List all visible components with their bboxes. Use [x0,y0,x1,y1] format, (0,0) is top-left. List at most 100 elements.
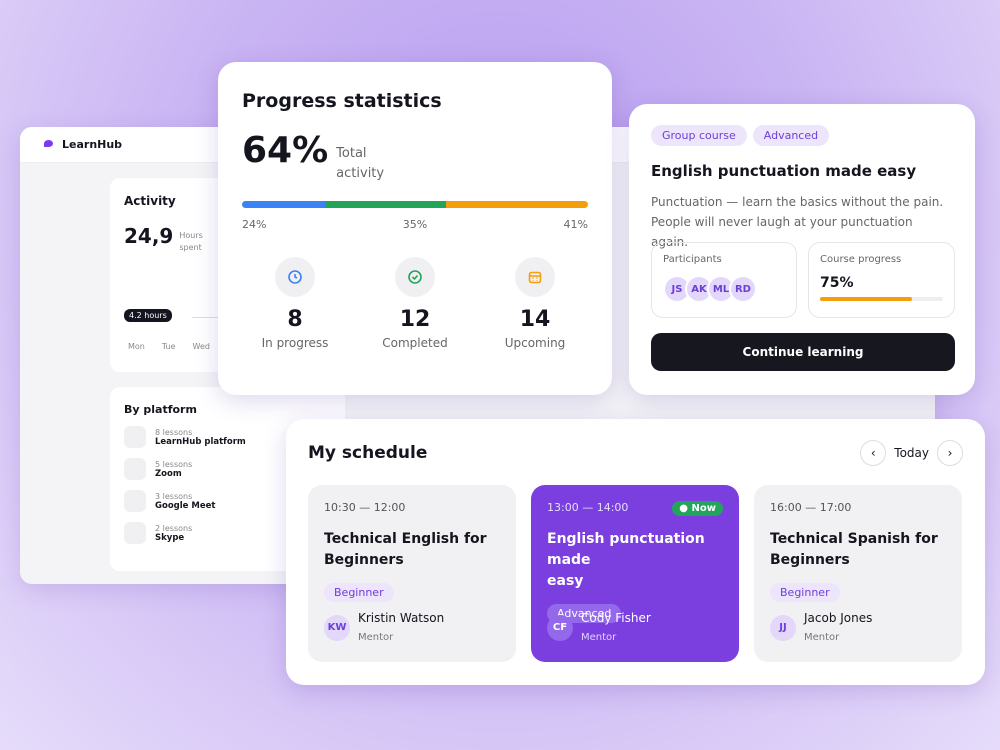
lesson-time: 16:00 — 17:00 [770,501,852,514]
lesson-card[interactable]: 16:00 — 17:00 Technical Spanish for Begin… [754,485,962,662]
lesson-title: Technical Spanish for Beginners [770,529,946,571]
stat: 12 Completed [360,257,470,350]
mentor: KW Kristin Watson Mentor [324,611,444,644]
participants-box: Participants JS AK ML RD [651,242,797,318]
mentor-role: Mentor [581,632,617,643]
lesson-count: 3 lessons [155,491,193,501]
participants-label: Participants [663,254,722,265]
lesson-card[interactable]: 13:00 — 14:00 ● Now English punctuation … [531,485,739,662]
percent: 64% [242,130,329,171]
course-title: English punctuation made easy [651,162,917,180]
mentor: JJ Jacob Jones Mentor [770,611,872,644]
next-button[interactable]: › [937,440,963,466]
tag: Group course [651,125,747,146]
caption: Total [336,146,367,161]
lesson-card[interactable]: 10:30 — 12:00 Technical English for Begin… [308,485,516,662]
platform-icon [124,522,146,544]
course-progress-value: 75% [820,275,854,291]
schedule-title: My schedule [308,443,428,463]
segment-label: 35% [402,218,428,231]
platform-name: Google Meet [155,500,216,511]
course-progress-bar [820,297,913,301]
platform-icon [124,458,146,480]
platform-title: By platform [124,403,197,416]
mentor-name: Jacob Jones [804,611,873,625]
caption: activity [336,166,385,181]
day: Wed [192,342,210,351]
platform-item: 2 lessons Skype [124,522,331,544]
tooltip: 4.2 hours [124,309,172,322]
segment [446,201,588,208]
platform-name: Zoom [155,468,182,479]
stat-label: Upcoming [504,336,566,350]
lesson-time: 10:30 — 12:00 [324,501,406,514]
title-line: easy [547,573,584,589]
platform-icon [124,490,146,512]
platform-name: LearnHub platform [155,436,246,447]
schedule-card: My schedule ‹ Today › 10:30 — 12:00 Tech… [286,419,985,685]
level: Beginner [770,583,840,602]
lesson-time: 13:00 — 14:00 [547,501,629,514]
progress-label: Course progress [820,254,902,265]
platform-item: 3 lessons Google Meet [124,490,331,512]
title-line: English punctuation made [547,531,705,568]
activity-value: 24,9 [124,224,174,248]
lesson-count: 8 lessons [155,427,193,437]
stat-label: In progress [261,336,329,350]
lesson-title: English punctuation made easy [547,529,723,592]
mentor-name: Cody Fisher [581,611,651,625]
stat-value: 14 [519,307,551,332]
badge-text: Now [691,503,716,514]
now-badge: ● Now [672,501,723,516]
title-line: Technical Spanish for [770,531,938,547]
segment [242,201,326,208]
stat-value: 12 [399,307,431,332]
logo [44,140,53,147]
stat-icon [275,257,315,297]
course-card: Group course Advanced English punctuation… [629,104,975,395]
description: Punctuation — learn the basics without t… [651,195,944,209]
title-line: Beginners [324,552,404,568]
mentor-role: Mentor [804,632,840,643]
mentor-role: Mentor [358,632,394,643]
platform-item: 5 lessons Zoom [124,458,331,480]
stat: 8 In progress [240,257,350,350]
mentor: CF Cody Fisher Mentor [547,611,651,644]
avatar: KW [324,614,350,641]
stat-icon [395,257,435,297]
stat-icon [515,257,555,297]
lesson-title: Technical English for Beginners [324,529,500,571]
continue-button[interactable]: Continue learning [651,333,955,371]
segment [325,201,447,208]
avatar: JJ [770,614,796,641]
segment-label: 24% [242,218,267,231]
prev-button[interactable]: ‹ [860,440,887,466]
progress-bar [242,201,588,208]
stat-value: 8 [287,307,303,332]
today[interactable]: Today [894,446,929,460]
lesson-count: 5 lessons [155,459,193,469]
platform-name: Skype [155,532,185,543]
avatar: CF [547,614,573,641]
progress-card: Progress statistics 64% Total activity 24… [218,62,612,395]
title-line: Technical English for [324,531,487,547]
brand: LearnHub [62,138,123,151]
tag: Advanced [752,125,830,146]
unit: spent [179,243,202,252]
stat-label: Completed [382,336,448,350]
unit: Hours [179,231,203,240]
segment-label: 41% [563,218,588,231]
stat: 14 Upcoming [480,257,590,350]
lesson-count: 2 lessons [155,523,193,533]
title-line: Beginners [770,552,850,568]
course-progress-box: Course progress 75% [808,242,955,318]
mentor-name: Kristin Watson [358,611,445,625]
participant: RD [729,275,757,303]
progress-title: Progress statistics [242,90,442,112]
activity-title: Activity [124,194,176,208]
day: Mon [128,342,145,351]
platform-item: 8 lessons LearnHub platform [124,426,331,448]
level: Beginner [324,583,394,602]
platform-icon [124,426,146,448]
